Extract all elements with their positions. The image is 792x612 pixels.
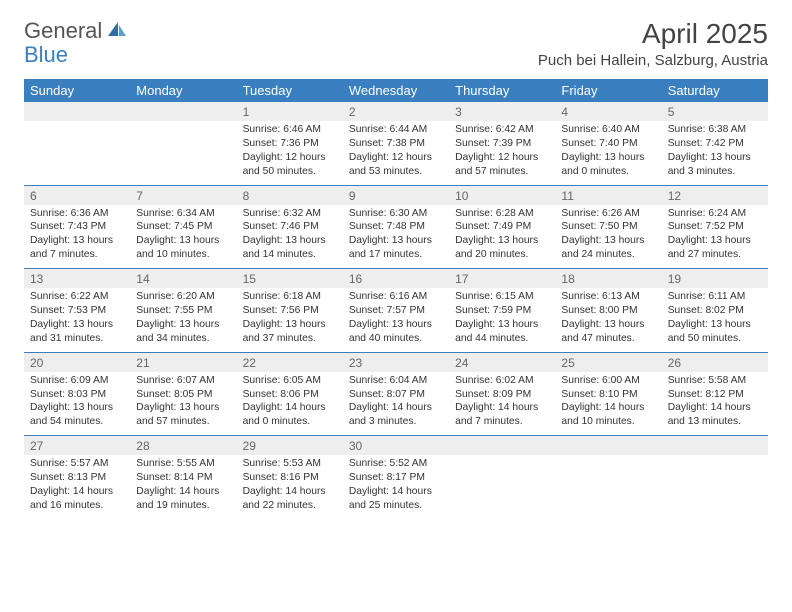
day-data-cell: Sunrise: 6:44 AMSunset: 7:38 PMDaylight:… bbox=[343, 121, 449, 185]
day-number-cell: 24 bbox=[449, 352, 555, 372]
weekday-header: Saturday bbox=[662, 79, 768, 102]
day-number-cell: 16 bbox=[343, 269, 449, 289]
calendar-page: General April 2025 Puch bei Hallein, Sal… bbox=[0, 0, 792, 537]
day-number-cell: 14 bbox=[130, 269, 236, 289]
day-number-cell: 7 bbox=[130, 185, 236, 205]
day-number-cell: 21 bbox=[130, 352, 236, 372]
day-data-cell: Sunrise: 6:11 AMSunset: 8:02 PMDaylight:… bbox=[662, 288, 768, 352]
weekday-header: Thursday bbox=[449, 79, 555, 102]
day-number-cell bbox=[555, 436, 661, 456]
calendar-table: SundayMondayTuesdayWednesdayThursdayFrid… bbox=[24, 79, 768, 519]
weekday-header: Sunday bbox=[24, 79, 130, 102]
day-number-cell bbox=[449, 436, 555, 456]
day-number-cell: 23 bbox=[343, 352, 449, 372]
day-number-row: 27282930 bbox=[24, 436, 768, 456]
day-number-cell: 17 bbox=[449, 269, 555, 289]
day-data-cell: Sunrise: 5:55 AMSunset: 8:14 PMDaylight:… bbox=[130, 455, 236, 519]
day-data-cell bbox=[662, 455, 768, 519]
day-number-row: 6789101112 bbox=[24, 185, 768, 205]
weekday-header: Monday bbox=[130, 79, 236, 102]
title-block: April 2025 Puch bei Hallein, Salzburg, A… bbox=[538, 18, 768, 69]
day-data-cell bbox=[555, 455, 661, 519]
day-data-cell: Sunrise: 6:00 AMSunset: 8:10 PMDaylight:… bbox=[555, 372, 661, 436]
logo: General bbox=[24, 18, 130, 44]
day-data-row: Sunrise: 5:57 AMSunset: 8:13 PMDaylight:… bbox=[24, 455, 768, 519]
day-data-cell: Sunrise: 6:18 AMSunset: 7:56 PMDaylight:… bbox=[237, 288, 343, 352]
day-number-cell: 13 bbox=[24, 269, 130, 289]
day-number-row: 20212223242526 bbox=[24, 352, 768, 372]
day-data-row: Sunrise: 6:22 AMSunset: 7:53 PMDaylight:… bbox=[24, 288, 768, 352]
day-data-cell: Sunrise: 6:32 AMSunset: 7:46 PMDaylight:… bbox=[237, 205, 343, 269]
day-number-row: 12345 bbox=[24, 102, 768, 121]
day-number-cell: 30 bbox=[343, 436, 449, 456]
logo-text-blue: Blue bbox=[24, 42, 68, 68]
calendar-body: 12345 Sunrise: 6:46 AMSunset: 7:36 PMDay… bbox=[24, 102, 768, 519]
day-data-cell: Sunrise: 5:58 AMSunset: 8:12 PMDaylight:… bbox=[662, 372, 768, 436]
day-data-cell: Sunrise: 6:20 AMSunset: 7:55 PMDaylight:… bbox=[130, 288, 236, 352]
day-data-cell: Sunrise: 6:40 AMSunset: 7:40 PMDaylight:… bbox=[555, 121, 661, 185]
day-data-cell: Sunrise: 6:02 AMSunset: 8:09 PMDaylight:… bbox=[449, 372, 555, 436]
day-data-cell: Sunrise: 6:13 AMSunset: 8:00 PMDaylight:… bbox=[555, 288, 661, 352]
day-number-cell: 28 bbox=[130, 436, 236, 456]
day-data-cell: Sunrise: 6:38 AMSunset: 7:42 PMDaylight:… bbox=[662, 121, 768, 185]
page-title: April 2025 bbox=[538, 18, 768, 50]
day-number-cell: 2 bbox=[343, 102, 449, 121]
day-number-row: 13141516171819 bbox=[24, 269, 768, 289]
day-data-row: Sunrise: 6:09 AMSunset: 8:03 PMDaylight:… bbox=[24, 372, 768, 436]
day-number-cell: 22 bbox=[237, 352, 343, 372]
weekday-header: Friday bbox=[555, 79, 661, 102]
day-data-cell: Sunrise: 5:52 AMSunset: 8:17 PMDaylight:… bbox=[343, 455, 449, 519]
page-subtitle: Puch bei Hallein, Salzburg, Austria bbox=[538, 52, 768, 69]
day-number-cell bbox=[662, 436, 768, 456]
logo-text-general: General bbox=[24, 18, 102, 44]
day-number-cell: 18 bbox=[555, 269, 661, 289]
day-number-cell: 20 bbox=[24, 352, 130, 372]
day-number-cell: 1 bbox=[237, 102, 343, 121]
day-data-cell bbox=[130, 121, 236, 185]
day-number-cell: 26 bbox=[662, 352, 768, 372]
day-data-cell: Sunrise: 6:30 AMSunset: 7:48 PMDaylight:… bbox=[343, 205, 449, 269]
day-number-cell: 3 bbox=[449, 102, 555, 121]
day-number-cell bbox=[24, 102, 130, 121]
day-number-cell: 9 bbox=[343, 185, 449, 205]
day-data-cell: Sunrise: 6:07 AMSunset: 8:05 PMDaylight:… bbox=[130, 372, 236, 436]
day-number-cell: 8 bbox=[237, 185, 343, 205]
day-data-cell: Sunrise: 6:42 AMSunset: 7:39 PMDaylight:… bbox=[449, 121, 555, 185]
day-data-cell: Sunrise: 6:15 AMSunset: 7:59 PMDaylight:… bbox=[449, 288, 555, 352]
day-number-cell bbox=[130, 102, 236, 121]
day-data-cell: Sunrise: 5:53 AMSunset: 8:16 PMDaylight:… bbox=[237, 455, 343, 519]
day-number-cell: 27 bbox=[24, 436, 130, 456]
weekday-header: Wednesday bbox=[343, 79, 449, 102]
day-number-cell: 19 bbox=[662, 269, 768, 289]
day-number-cell: 6 bbox=[24, 185, 130, 205]
day-data-cell: Sunrise: 6:22 AMSunset: 7:53 PMDaylight:… bbox=[24, 288, 130, 352]
day-data-cell bbox=[24, 121, 130, 185]
day-data-cell: Sunrise: 6:24 AMSunset: 7:52 PMDaylight:… bbox=[662, 205, 768, 269]
day-data-cell: Sunrise: 6:46 AMSunset: 7:36 PMDaylight:… bbox=[237, 121, 343, 185]
day-number-cell: 25 bbox=[555, 352, 661, 372]
day-data-cell: Sunrise: 6:26 AMSunset: 7:50 PMDaylight:… bbox=[555, 205, 661, 269]
day-data-row: Sunrise: 6:36 AMSunset: 7:43 PMDaylight:… bbox=[24, 205, 768, 269]
day-data-cell: Sunrise: 6:05 AMSunset: 8:06 PMDaylight:… bbox=[237, 372, 343, 436]
day-number-cell: 15 bbox=[237, 269, 343, 289]
day-number-cell: 5 bbox=[662, 102, 768, 121]
day-data-cell: Sunrise: 6:16 AMSunset: 7:57 PMDaylight:… bbox=[343, 288, 449, 352]
day-number-cell: 29 bbox=[237, 436, 343, 456]
day-data-row: Sunrise: 6:46 AMSunset: 7:36 PMDaylight:… bbox=[24, 121, 768, 185]
header: General April 2025 Puch bei Hallein, Sal… bbox=[24, 18, 768, 69]
day-number-cell: 4 bbox=[555, 102, 661, 121]
day-data-cell: Sunrise: 6:04 AMSunset: 8:07 PMDaylight:… bbox=[343, 372, 449, 436]
day-data-cell: Sunrise: 6:34 AMSunset: 7:45 PMDaylight:… bbox=[130, 205, 236, 269]
weekday-header: Tuesday bbox=[237, 79, 343, 102]
day-data-cell: Sunrise: 5:57 AMSunset: 8:13 PMDaylight:… bbox=[24, 455, 130, 519]
day-number-cell: 12 bbox=[662, 185, 768, 205]
day-data-cell: Sunrise: 6:09 AMSunset: 8:03 PMDaylight:… bbox=[24, 372, 130, 436]
day-number-cell: 11 bbox=[555, 185, 661, 205]
day-data-cell: Sunrise: 6:28 AMSunset: 7:49 PMDaylight:… bbox=[449, 205, 555, 269]
day-data-cell bbox=[449, 455, 555, 519]
sail-icon bbox=[106, 18, 128, 44]
calendar-head: SundayMondayTuesdayWednesdayThursdayFrid… bbox=[24, 79, 768, 102]
day-data-cell: Sunrise: 6:36 AMSunset: 7:43 PMDaylight:… bbox=[24, 205, 130, 269]
day-number-cell: 10 bbox=[449, 185, 555, 205]
